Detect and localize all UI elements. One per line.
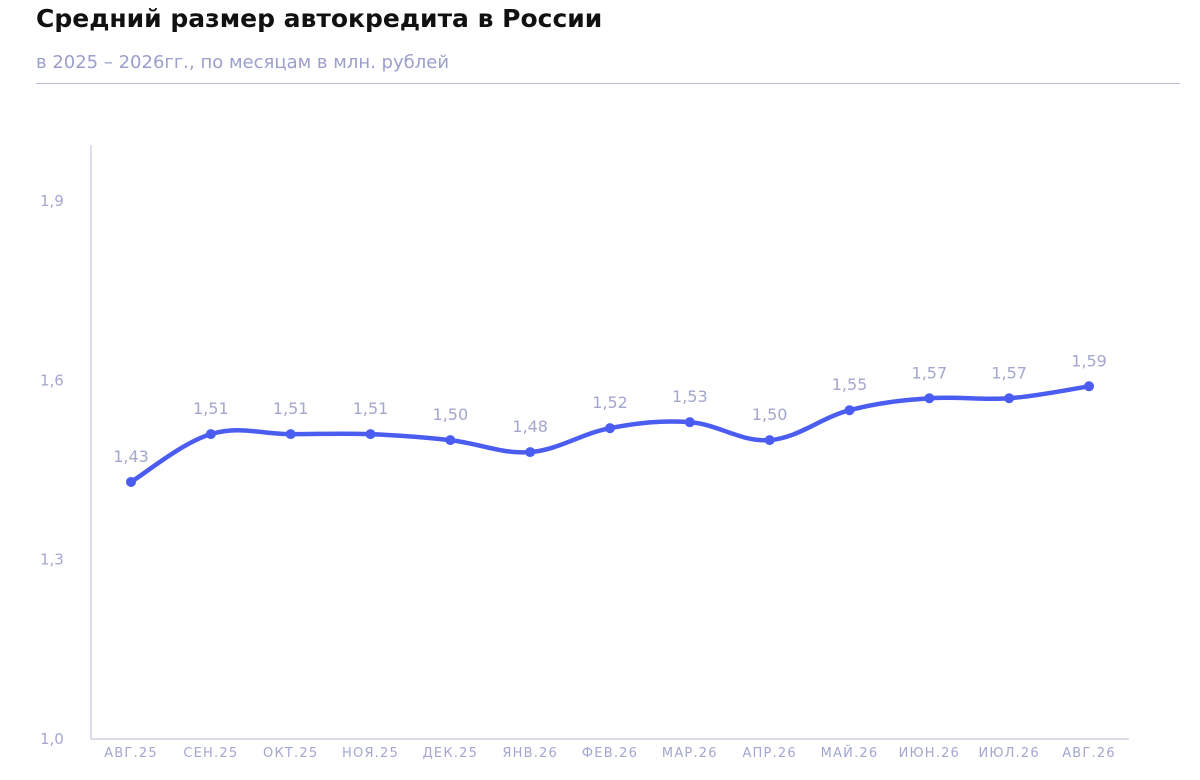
data-label: 1,57	[991, 363, 1027, 382]
data-label: 1,52	[592, 393, 628, 412]
x-tick-label: ЯНВ.26	[502, 746, 558, 761]
x-tick-label: МАР.26	[662, 746, 718, 761]
data-label: 1,53	[672, 387, 708, 406]
data-label: 1,59	[1071, 351, 1107, 370]
data-label: 1,50	[752, 405, 788, 424]
x-tick-label: ИЮН.26	[899, 746, 960, 761]
data-point	[1084, 381, 1094, 392]
data-point	[844, 405, 855, 416]
data-point	[924, 393, 935, 404]
x-tick-label: НОЯ.25	[342, 746, 399, 761]
data-point	[126, 476, 136, 487]
data-labels: 1,43 1,51 1,51 1,51 1,50 1,48 1,52 1,53 1,50 1,55…	[113, 351, 1107, 466]
data-point	[525, 447, 536, 458]
data-point	[285, 429, 296, 440]
x-tick-label: СЕН.25	[183, 746, 238, 761]
data-label: 1,51	[353, 399, 389, 418]
x-tick-labels: АВГ.25 СЕН.25 ОКТ.25 НОЯ.25 ДЕК.25 ЯНВ.26 ФЕВ.…	[104, 745, 1116, 761]
chart-subtitle: в 2025 – 2026гг., по месяцам в млн. рубл…	[36, 52, 450, 73]
data-label: 1,51	[273, 399, 309, 418]
y-tick-label: 1,9	[40, 192, 64, 210]
data-label: 1,57	[912, 363, 948, 382]
data-label: 1,55	[832, 375, 868, 394]
x-tick-label: ФЕВ.26	[582, 746, 638, 761]
data-point	[365, 429, 376, 440]
x-tick-label: ДЕК.25	[423, 746, 478, 761]
x-tick-label: ОКТ.25	[263, 746, 318, 761]
header-divider	[36, 83, 1180, 84]
data-point	[684, 417, 695, 428]
y-tick-label: 1,3	[40, 551, 64, 569]
x-tick-label: АВГ.25	[104, 746, 158, 761]
data-point	[764, 435, 775, 446]
data-point	[605, 423, 615, 434]
data-point	[205, 429, 216, 440]
y-tick-label: 1,6	[40, 371, 64, 389]
data-label: 1,50	[433, 405, 469, 424]
y-tick-label: 1,0	[40, 730, 64, 748]
y-tick-labels: 1,0 1,3 1,6 1,9	[40, 192, 64, 748]
chart-title: Средний размер автокредита в России	[36, 4, 603, 33]
data-points	[126, 381, 1094, 487]
data-label: 1,43	[113, 447, 149, 466]
data-label: 1,51	[193, 399, 229, 418]
data-point	[1004, 393, 1015, 404]
data-point	[445, 435, 456, 446]
x-tick-label: ИЮЛ.26	[978, 746, 1039, 761]
data-label: 1,48	[512, 417, 548, 436]
x-tick-label: АВГ.26	[1062, 746, 1116, 761]
x-tick-label: АПР.26	[742, 746, 796, 761]
x-tick-label: МАЙ.26	[821, 745, 879, 761]
